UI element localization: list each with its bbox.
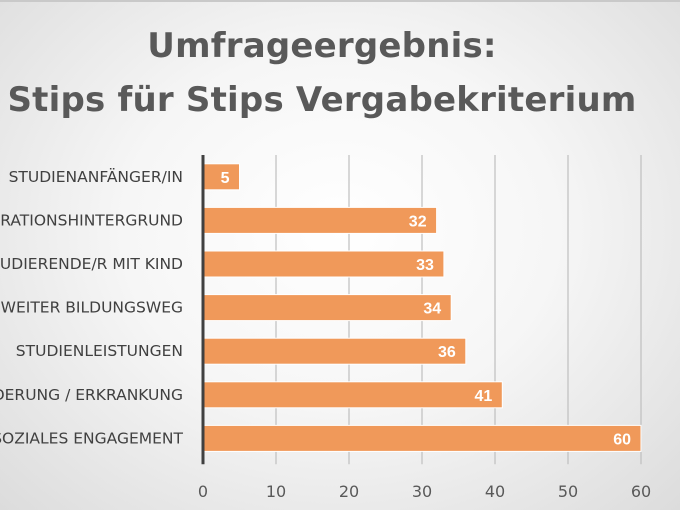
x-tick-label: 20 [339, 482, 359, 501]
data-label: 33 [416, 257, 434, 274]
x-tick-label: 30 [412, 482, 432, 501]
bar [202, 337, 467, 365]
x-axis-ticks: 0 10 20 30 40 50 60 [198, 482, 651, 501]
x-tick-label: 40 [485, 482, 505, 501]
bar [202, 381, 503, 409]
x-tick-label: 50 [558, 482, 578, 501]
x-tick-label: 0 [198, 482, 208, 501]
category-label: ZWEITER BILDUNGSWEG [0, 299, 183, 317]
data-label: 60 [613, 431, 631, 448]
category-label: MIGRATIONSHINTERGRUND [0, 211, 183, 229]
category-label: STUDIERENDE/R MIT KIND [0, 255, 183, 273]
category-label: STUDIENANFÄNGER/IN [9, 167, 183, 186]
bar [202, 294, 452, 322]
bar [202, 206, 438, 234]
data-label: 32 [409, 213, 427, 230]
category-label: BEHINDERUNG / ERKRANKUNG [0, 386, 183, 404]
chart-title-line-2: Stips für Stips Vergabekriterium [7, 80, 637, 120]
x-tick-label: 60 [631, 482, 651, 501]
data-label: 36 [438, 344, 456, 361]
bar [202, 424, 642, 452]
bar [202, 250, 445, 278]
chart-title-line-1: Umfrageergebnis: [147, 26, 497, 66]
data-label: 41 [475, 388, 493, 405]
bars: 5 32 33 34 36 41 60 [202, 163, 642, 452]
bar [202, 163, 240, 191]
category-labels: STUDIENANFÄNGER/IN MIGRATIONSHINTERGRUND S… [0, 167, 184, 448]
chart-frame-border [0, 0, 680, 4]
category-label: SOZIALES ENGAGEMENT [0, 429, 184, 447]
category-label: STUDIENLEISTUNGEN [16, 342, 183, 360]
x-tick-label: 10 [266, 482, 286, 501]
data-label: 34 [423, 301, 441, 318]
data-label: 5 [221, 170, 230, 187]
